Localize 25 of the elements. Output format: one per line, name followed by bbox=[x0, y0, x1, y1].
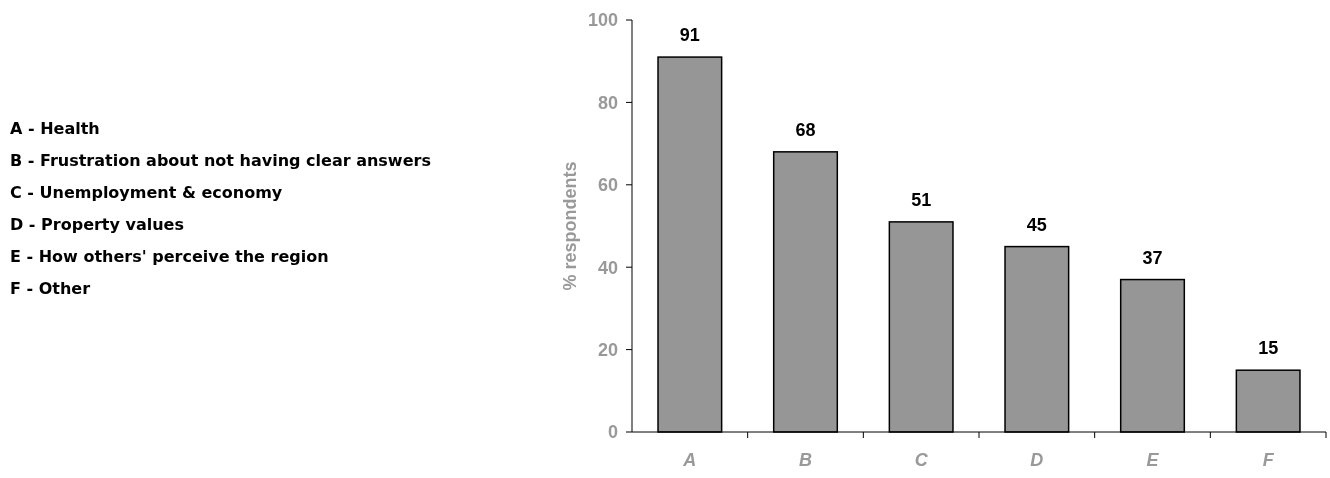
y-tick-label: 20 bbox=[597, 339, 618, 360]
x-tick-label: F bbox=[1262, 450, 1275, 470]
text: F - Other bbox=[10, 279, 91, 298]
data-label: 15 bbox=[1258, 338, 1279, 359]
data-label: 91 bbox=[679, 25, 700, 46]
x-tick-label: D bbox=[1030, 450, 1044, 470]
y-tick-label: 80 bbox=[597, 92, 618, 113]
y-tick-label: 60 bbox=[597, 175, 618, 196]
x-tick-label: C bbox=[914, 450, 929, 470]
y-tick-label: 0 bbox=[607, 422, 618, 443]
text: E - How others' perceive the region bbox=[10, 247, 329, 266]
data-label: 45 bbox=[1026, 214, 1047, 235]
data-label: 51 bbox=[911, 189, 932, 210]
x-tick-label: A bbox=[682, 450, 697, 470]
data-label: 68 bbox=[795, 119, 816, 140]
text: A - Health bbox=[10, 119, 100, 138]
data-label: 37 bbox=[1142, 247, 1163, 268]
text: B - Frustration about not having clear answers bbox=[10, 151, 431, 170]
x-tick-label: B bbox=[799, 450, 812, 470]
y-tick-label: 100 bbox=[587, 10, 618, 31]
y-tick-label: 40 bbox=[597, 257, 618, 278]
x-tick-label: E bbox=[1146, 450, 1160, 470]
y-axis-title: % respondents bbox=[560, 161, 580, 291]
text: D - Property values bbox=[10, 215, 184, 234]
text: C - Unemployment & economy bbox=[10, 183, 283, 202]
